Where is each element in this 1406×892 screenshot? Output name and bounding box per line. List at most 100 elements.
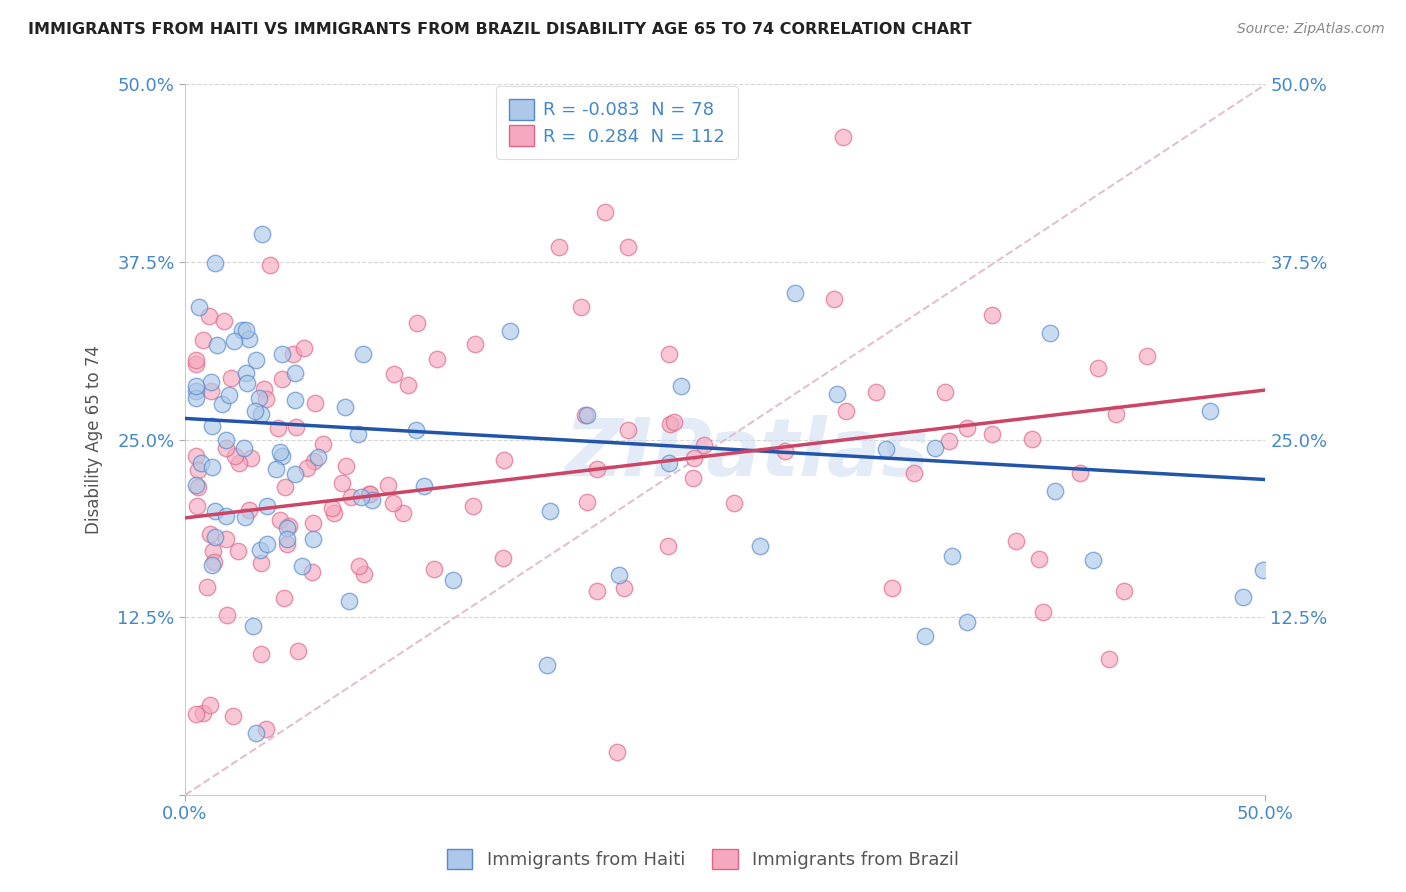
Point xyxy=(682,471,704,485)
Point xyxy=(723,496,745,510)
Point xyxy=(613,581,636,595)
Point xyxy=(321,500,343,515)
Point xyxy=(585,584,607,599)
Point xyxy=(1021,432,1043,446)
Point xyxy=(1087,361,1109,376)
Point xyxy=(323,506,346,520)
Point xyxy=(254,392,277,406)
Point xyxy=(924,441,946,455)
Point xyxy=(301,533,323,547)
Point xyxy=(825,386,848,401)
Point xyxy=(980,427,1002,442)
Point xyxy=(284,467,307,481)
Point xyxy=(617,423,640,437)
Point xyxy=(359,487,381,501)
Point xyxy=(198,698,221,713)
Point xyxy=(202,555,225,569)
Text: ZIPatlas: ZIPatlas xyxy=(564,415,929,493)
Point xyxy=(287,644,309,658)
Point xyxy=(391,506,413,520)
Point xyxy=(224,334,246,348)
Point xyxy=(1032,605,1054,619)
Point xyxy=(215,532,238,546)
Point xyxy=(283,393,305,408)
Point xyxy=(195,580,218,594)
Point xyxy=(233,509,256,524)
Point xyxy=(247,391,270,405)
Point xyxy=(267,420,290,434)
Point xyxy=(307,450,329,464)
Point xyxy=(956,615,979,630)
Point xyxy=(276,536,298,550)
Point xyxy=(413,478,436,492)
Point xyxy=(396,377,419,392)
Point xyxy=(302,516,325,530)
Point xyxy=(882,582,904,596)
Point xyxy=(377,477,399,491)
Point xyxy=(256,499,278,513)
Point xyxy=(783,286,806,301)
Point xyxy=(658,456,681,470)
Point xyxy=(593,205,616,219)
Point xyxy=(914,629,936,643)
Text: Source: ZipAtlas.com: Source: ZipAtlas.com xyxy=(1237,22,1385,37)
Point xyxy=(353,567,375,582)
Legend: Immigrants from Haiti, Immigrants from Brazil: Immigrants from Haiti, Immigrants from B… xyxy=(439,839,967,879)
Point xyxy=(831,129,853,144)
Point xyxy=(335,459,357,474)
Point xyxy=(536,658,558,673)
Point xyxy=(903,466,925,480)
Point xyxy=(211,397,233,411)
Point xyxy=(269,444,291,458)
Point xyxy=(330,475,353,490)
Point xyxy=(200,384,222,398)
Point xyxy=(242,619,264,633)
Point xyxy=(548,239,571,253)
Point xyxy=(184,384,207,399)
Point xyxy=(271,449,294,463)
Point xyxy=(254,723,277,737)
Point xyxy=(683,450,706,465)
Point xyxy=(201,460,224,475)
Point xyxy=(422,562,444,576)
Point xyxy=(214,508,236,523)
Point xyxy=(187,300,209,314)
Point xyxy=(233,441,256,455)
Point xyxy=(284,366,307,380)
Point xyxy=(252,227,274,242)
Point xyxy=(609,567,631,582)
Point xyxy=(200,375,222,389)
Point xyxy=(221,371,243,385)
Point xyxy=(312,437,335,451)
Point xyxy=(198,310,221,324)
Point xyxy=(1253,563,1275,577)
Point xyxy=(657,539,679,553)
Point xyxy=(269,513,291,527)
Point xyxy=(274,480,297,494)
Point xyxy=(259,259,281,273)
Point xyxy=(281,347,304,361)
Point xyxy=(235,323,257,337)
Point xyxy=(201,419,224,434)
Point xyxy=(245,726,267,740)
Point xyxy=(349,559,371,574)
Point xyxy=(1105,407,1128,421)
Point xyxy=(186,480,208,494)
Point xyxy=(463,499,485,513)
Point xyxy=(381,496,404,510)
Point xyxy=(941,549,963,563)
Point xyxy=(357,487,380,501)
Point xyxy=(865,385,887,400)
Point xyxy=(184,379,207,393)
Point xyxy=(215,433,238,447)
Point xyxy=(204,530,226,544)
Point xyxy=(214,441,236,455)
Point xyxy=(875,442,897,457)
Point xyxy=(284,420,307,434)
Point xyxy=(441,573,464,587)
Point xyxy=(245,353,267,368)
Point xyxy=(212,314,235,328)
Point xyxy=(201,544,224,558)
Point xyxy=(938,434,960,449)
Point xyxy=(271,347,294,361)
